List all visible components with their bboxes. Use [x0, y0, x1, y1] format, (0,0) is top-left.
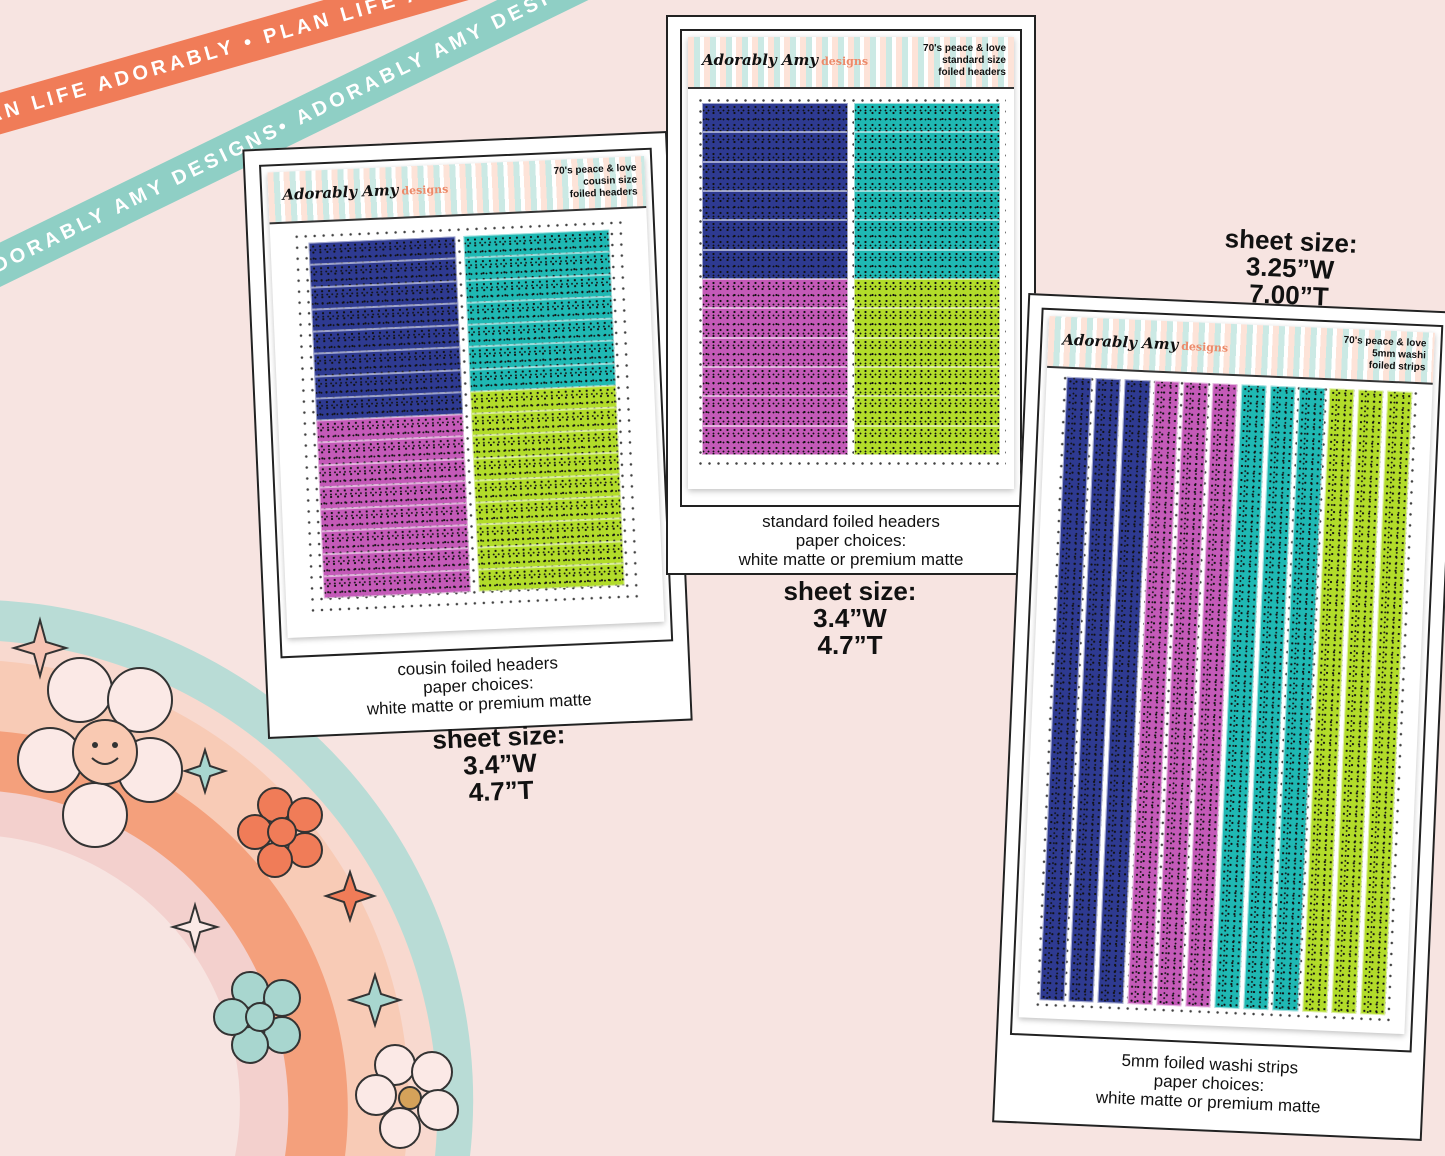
rainbow-decoration: [0, 600, 474, 1156]
strip: [854, 249, 1000, 279]
strip: [854, 337, 1000, 367]
header-strips-grid: [308, 229, 625, 599]
washi-sticker-sheet: Adorably Amy designs 70's peace & love 5m…: [1018, 315, 1435, 1035]
daisy-flower-icon: [355, 1044, 459, 1149]
brand-logo: Adorably Amy designs: [702, 51, 869, 69]
right-strip-column: [854, 103, 1000, 455]
star-icon: [169, 901, 221, 954]
strip: [854, 132, 1000, 162]
teal-flower-icon: [213, 971, 301, 1064]
strip: [854, 103, 1000, 133]
sheet-header-title: 70's peace & love 5mm washi foiled strip…: [1343, 334, 1427, 374]
left-strip-column: [702, 103, 848, 455]
strip: [854, 161, 1000, 191]
strip: [702, 103, 848, 133]
washi-sheet-size: sheet size: 3.25”W 7.00”T: [1224, 223, 1359, 312]
sheet-header-title: 70's peace & love cousin size foiled hea…: [553, 162, 638, 201]
sheet-header: Adorably Amy designs 70's peace & love st…: [688, 37, 1014, 89]
strip: [854, 366, 1000, 397]
strip: [702, 337, 848, 367]
left-strip-column: [308, 236, 471, 599]
strip: [702, 132, 848, 162]
strip: [702, 190, 848, 221]
washi-strips-grid: [1039, 376, 1413, 1016]
star-icon: [10, 616, 70, 680]
brand-logo: Adorably Amy designs: [281, 180, 449, 204]
standard-inner-frame: Adorably Amy designs 70's peace & love st…: [680, 29, 1022, 507]
cousin-inner-frame: Adorably Amy designs 70's peace & love co…: [259, 147, 674, 659]
standard-sheet-size: sheet size: 3.4”W 4.7”T: [783, 576, 917, 660]
smiley-flower-icon: [17, 657, 183, 848]
strip: [702, 220, 848, 250]
strip: [702, 161, 848, 191]
strip: [854, 220, 1000, 250]
standard-sticker-sheet: Adorably Amy designs 70's peace & love st…: [688, 37, 1014, 489]
washi-strips-card: Adorably Amy designs 70's peace & love 5m…: [992, 293, 1445, 1141]
strip: [854, 278, 1000, 309]
washi-caption: 5mm foiled washi strips paper choices: w…: [1095, 1050, 1321, 1117]
cousin-caption: cousin foiled headers paper choices: whi…: [366, 653, 592, 719]
strip: [702, 366, 848, 397]
strip: [702, 249, 848, 279]
star-icon: [346, 971, 404, 1029]
brand-logo: Adorably Amy designs: [1061, 330, 1229, 355]
star-icon: [181, 746, 229, 796]
strip: [854, 396, 1000, 426]
strip: [854, 190, 1000, 221]
star-icon: [322, 868, 378, 924]
cousin-sheet-size: sheet size: 3.4”W 4.7”T: [431, 719, 566, 808]
header-strips-grid: [702, 103, 1000, 455]
cousin-headers-card: Adorably Amy designs 70's peace & love co…: [242, 131, 693, 739]
strip: [854, 308, 1000, 338]
cousin-sticker-sheet: Adorably Amy designs 70's peace & love co…: [267, 156, 665, 639]
right-strip-column: [462, 229, 625, 592]
standard-headers-card: Adorably Amy designs 70's peace & love st…: [666, 15, 1036, 575]
strip: [702, 308, 848, 338]
strip: [854, 425, 1000, 455]
washi-inner-frame: Adorably Amy designs 70's peace & love 5m…: [1009, 307, 1444, 1053]
orange-flower-icon: [237, 787, 323, 878]
strip: [702, 396, 848, 426]
sheet-header-title: 70's peace & love standard size foiled h…: [923, 43, 1006, 78]
sheet-header: Adorably Amy designs 70's peace & love co…: [267, 156, 647, 225]
strip: [702, 278, 848, 309]
strip: [702, 425, 848, 455]
standard-caption: standard foiled headers paper choices: w…: [738, 512, 964, 569]
